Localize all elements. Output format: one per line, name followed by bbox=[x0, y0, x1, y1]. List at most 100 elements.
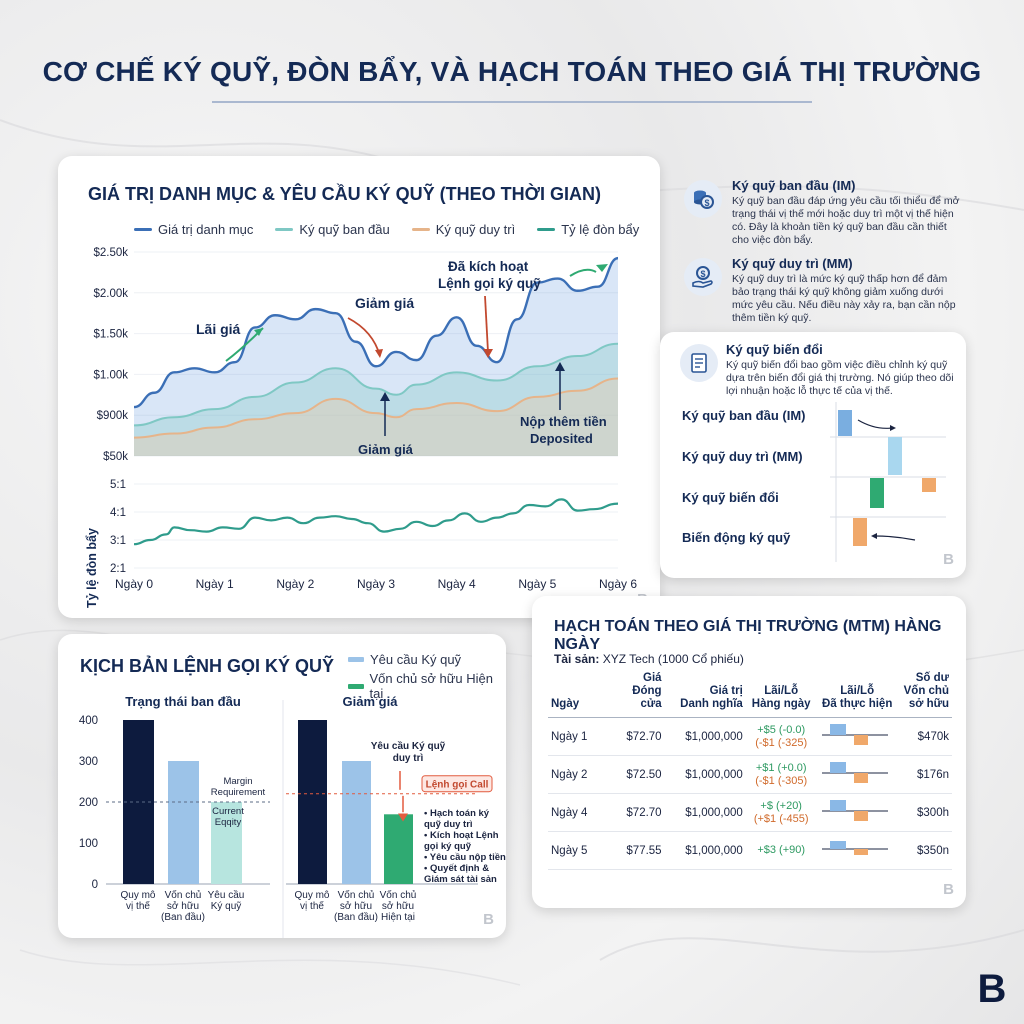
leverage-axis-label: Tỷ lệ đòn bẩy bbox=[85, 528, 99, 608]
variation-waterfall bbox=[830, 402, 946, 562]
hand-coin-icon: $ bbox=[684, 258, 722, 296]
cell-equity: $350n bbox=[897, 831, 952, 870]
portfolio-chart-svg: $50k $900k $1.00k $1.50k $2.00k $2.50k 2:1 3:1… bbox=[85, 247, 637, 608]
scen-left-title: Trạng thái ban đầu bbox=[125, 694, 241, 709]
portfolio-chart-panel: GIÁ TRỊ DANH MỤC & YÊU CẦU KÝ QUỸ (THEO … bbox=[58, 156, 660, 618]
scen-right-bar bbox=[342, 761, 371, 884]
y-tick-label: $50k bbox=[103, 451, 128, 463]
call-badge-label: Lệnh gọi Call bbox=[426, 780, 489, 791]
chart-legend: Giá trị danh mục Ký quỹ ban đầu Ký quỹ d… bbox=[134, 222, 639, 237]
call-step: • Hạch toán ký bbox=[424, 808, 490, 819]
call-step: • Quyết định & bbox=[424, 863, 489, 874]
y-tick-label: $2.00k bbox=[93, 288, 128, 300]
cell-close: $72.70 bbox=[606, 793, 665, 832]
x-tick-label: Ngày 0 bbox=[115, 577, 153, 591]
scen-left-bar-label: vị thế bbox=[126, 900, 150, 912]
leverage-line bbox=[133, 498, 619, 546]
y-tick-label: $900k bbox=[97, 410, 129, 422]
scen-left-bar-label: Vốn chủ bbox=[165, 889, 202, 901]
annot-call-1: Đã kích hoạt bbox=[448, 259, 529, 274]
deposit-arrowhead-icon bbox=[555, 362, 565, 371]
scenario-legend: Yêu cầu Ký quỹ Vốn chủ sở hữu Hiện tại bbox=[348, 652, 506, 705]
area-fill-2 bbox=[134, 378, 618, 456]
current-equity-label: Eqqity bbox=[215, 817, 242, 828]
lev-tick-label: 5:1 bbox=[110, 479, 126, 491]
variation-row-change: Biến động ký quỹ bbox=[682, 530, 791, 545]
cell-daily-pl: +$3 (+90) bbox=[745, 831, 817, 870]
asset-label: Tài sản: XYZ Tech (1000 Cổ phiếu) bbox=[554, 652, 744, 666]
definition-im-text: Ký quỹ ban đầu đáp ứng yêu cầu tối thiểu… bbox=[732, 195, 960, 246]
scen-left-bar-label: Yêu cầu bbox=[208, 889, 245, 901]
header-daily-pl: Lãi/Lỗ Hàng ngày bbox=[745, 672, 817, 718]
scen-y-tick: 100 bbox=[79, 838, 98, 850]
header-equity: Số dư Vốn chủ sở hữu bbox=[897, 672, 952, 718]
cell-notional: $1,000,000 bbox=[664, 755, 746, 794]
gain-arrowhead-icon bbox=[254, 328, 263, 336]
waterfall-arrowhead-2-icon bbox=[871, 533, 877, 539]
variation-row-im: Ký quỹ ban đầu (IM) bbox=[682, 408, 806, 423]
lev-tick-label: 2:1 bbox=[110, 563, 126, 575]
definition-mm-text: Ký quỹ duy trì là mức ký quỹ thấp hơn để… bbox=[732, 273, 956, 324]
variation-margin-panel: Ký quỹ biến đổi Ký quỹ biến đổi bao gồm … bbox=[660, 332, 966, 578]
x-tick-label: Ngày 6 bbox=[599, 577, 637, 591]
call-step: Giám sát tài sản bbox=[424, 874, 497, 885]
watermark: B bbox=[943, 551, 954, 568]
area-fill-0 bbox=[134, 258, 618, 456]
drop-arrowhead-icon bbox=[375, 349, 383, 358]
mtm-row: Ngày 2 $72.50 $1,000,000 +$1 (+0.0) (-$1 (-3… bbox=[548, 755, 952, 794]
scen-right-bar bbox=[384, 814, 413, 884]
header-realized-pl: Lãi/Lỗ Đã thực hiện bbox=[816, 672, 898, 718]
pl-minibar-icon bbox=[821, 762, 888, 783]
margin-req-label: Requirement bbox=[211, 787, 266, 798]
pl-minibar-icon bbox=[821, 841, 888, 855]
mtm-table: Ngày Giá Đóng cửa Giá trị Danh nghĩa Lãi/L… bbox=[548, 672, 952, 870]
margin-req-label: Margin bbox=[223, 776, 252, 787]
x-tick-label: Ngày 1 bbox=[196, 577, 234, 591]
variation-row-mm: Ký quỹ duy trì (MM) bbox=[682, 449, 803, 464]
scen-left-bar-label: (Ban đầu) bbox=[161, 911, 205, 923]
annot-deposit-1: Nộp thêm tiền bbox=[520, 414, 607, 429]
pl-minibar-icon bbox=[821, 724, 888, 745]
cell-close: $77.55 bbox=[606, 831, 665, 870]
legend-item-initial-margin: Ký quỹ ban đầu bbox=[275, 222, 390, 237]
pl-minibar-icon bbox=[821, 800, 888, 821]
cell-day: Ngày 1 bbox=[548, 717, 607, 756]
brand-logo: B bbox=[978, 968, 1007, 1008]
mtm-panel: HẠCH TOÁN THEO GIÁ THỊ TRƯỜNG (MTM) HÀNG… bbox=[532, 596, 966, 908]
cell-day: Ngày 2 bbox=[548, 755, 607, 794]
cell-realized-pl bbox=[816, 831, 898, 870]
cell-notional: $1,000,000 bbox=[664, 717, 746, 756]
x-tick-label: Ngày 3 bbox=[357, 577, 395, 591]
series-line-1 bbox=[133, 342, 619, 427]
annot-drop-1: Giảm giá bbox=[355, 295, 414, 311]
scen-left-bar-label: sở hữu bbox=[167, 900, 199, 912]
cell-realized-pl bbox=[816, 793, 898, 832]
title-underline bbox=[212, 101, 812, 103]
waterfall-bar-vm-orange bbox=[922, 478, 936, 492]
scen-right-bar-label: sở hữu bbox=[382, 900, 414, 912]
margin-call-scenario-panel: KỊCH BẢN LỆNH GỌI KÝ QUỸ Yêu cầu Ký quỹ … bbox=[58, 634, 506, 938]
call-badge bbox=[421, 775, 493, 793]
cell-realized-pl bbox=[816, 717, 898, 756]
page-title: CƠ CHẾ KÝ QUỸ, ĐÒN BẨY, VÀ HẠCH TOÁN THE… bbox=[42, 56, 982, 87]
scen-right-bar-label: vị thế bbox=[300, 900, 324, 912]
x-tick-label: Ngày 5 bbox=[518, 577, 556, 591]
cell-day: Ngày 4 bbox=[548, 793, 607, 832]
scen-right-bar-label: sở hữu bbox=[340, 900, 372, 912]
scen-left-bar bbox=[211, 802, 242, 884]
cell-close: $72.50 bbox=[606, 755, 665, 794]
waterfall-arrow-1-icon bbox=[857, 419, 893, 429]
definition-im-title: Ký quỹ ban đầu (IM) bbox=[732, 178, 856, 193]
waterfall-bar-change bbox=[853, 518, 867, 546]
x-tick-label: Ngày 2 bbox=[276, 577, 314, 591]
svg-text:B: B bbox=[978, 968, 1007, 1008]
scen-right-bar bbox=[298, 720, 327, 884]
waterfall-bar-vm-green bbox=[870, 478, 884, 508]
req-label: duy trì bbox=[393, 753, 424, 764]
legend-item-margin-requirement: Yêu cầu Ký quỹ bbox=[348, 652, 506, 667]
waterfall-bar-im bbox=[838, 410, 852, 436]
header-day: Ngày bbox=[548, 672, 607, 718]
chart-title: GIÁ TRỊ DANH MỤC & YÊU CẦU KÝ QUỸ (THEO … bbox=[88, 184, 602, 204]
call-step: • Yêu cầu nộp tiền bbox=[424, 852, 506, 863]
scen-left-bar-label: Quy mô bbox=[120, 890, 155, 901]
